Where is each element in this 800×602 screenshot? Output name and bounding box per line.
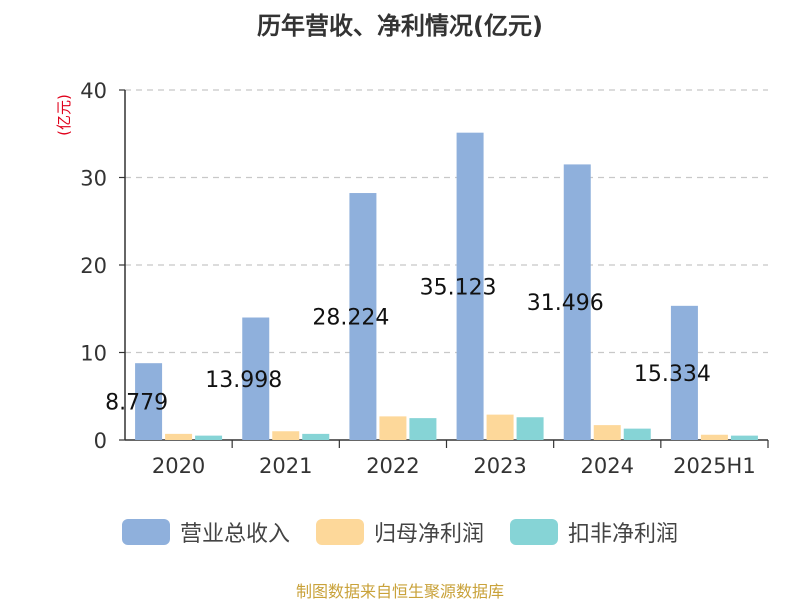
x-tick-label: 2020 (152, 454, 205, 478)
legend: 营业总收入 归母净利润 扣非净利润 (0, 516, 800, 548)
data-source-note: 制图数据来自恒生聚源数据库 (295, 582, 504, 601)
bar-deducted-net-profit (730, 435, 758, 440)
data-label: 13.998 (205, 368, 282, 393)
data-label: 28.224 (312, 306, 389, 331)
data-label: 15.334 (634, 362, 711, 387)
bar-revenue (349, 193, 377, 440)
x-tick-label: 2023 (473, 454, 526, 478)
legend-label: 归母净利润 (373, 522, 484, 547)
legend-item-deducted-profit[interactable]: 扣非净利润 (510, 516, 678, 548)
bar-deducted-net-profit (302, 433, 330, 440)
chart-title: 历年营收、净利情况(亿元) (257, 12, 543, 40)
y-tick-label: 20 (80, 254, 107, 278)
data-label: 35.123 (420, 275, 497, 300)
bar-net-profit (486, 414, 514, 440)
bar-net-profit (165, 433, 193, 440)
bar-deducted-net-profit (409, 418, 437, 440)
bar-revenue (456, 132, 484, 440)
x-tick-label: 2021 (259, 454, 312, 478)
bar-revenue (242, 317, 270, 440)
legend-item-revenue[interactable]: 营业总收入 (121, 516, 290, 548)
y-tick-label: 10 (80, 342, 107, 366)
y-tick-label: 0 (94, 429, 107, 453)
x-tick-label: 2024 (581, 454, 634, 478)
legend-label: 营业总收入 (179, 522, 290, 547)
bar-net-profit (379, 416, 407, 440)
bar-net-profit (700, 434, 728, 440)
data-label: 8.779 (105, 391, 168, 416)
y-axis-unit-label: (亿元) (55, 94, 73, 136)
x-tick-label: 2025H1 (673, 454, 756, 478)
bar-deducted-net-profit (623, 428, 651, 440)
bar-net-profit (272, 431, 300, 440)
bar-revenue (563, 164, 591, 440)
bar-deducted-net-profit (195, 435, 223, 440)
bar-deducted-net-profit (516, 417, 544, 440)
y-tick-label: 40 (80, 79, 107, 103)
y-tick-label: 30 (80, 167, 107, 191)
bar-net-profit (593, 425, 621, 440)
legend-swatch (510, 519, 558, 545)
legend-item-net-profit[interactable]: 归母净利润 (315, 516, 484, 548)
x-tick-label: 2022 (366, 454, 419, 478)
data-label: 31.496 (527, 291, 604, 316)
legend-swatch (315, 519, 364, 545)
bar-revenue (670, 305, 698, 440)
bar-revenue (135, 363, 163, 440)
legend-label: 扣非净利润 (568, 522, 679, 547)
legend-swatch (121, 519, 170, 545)
